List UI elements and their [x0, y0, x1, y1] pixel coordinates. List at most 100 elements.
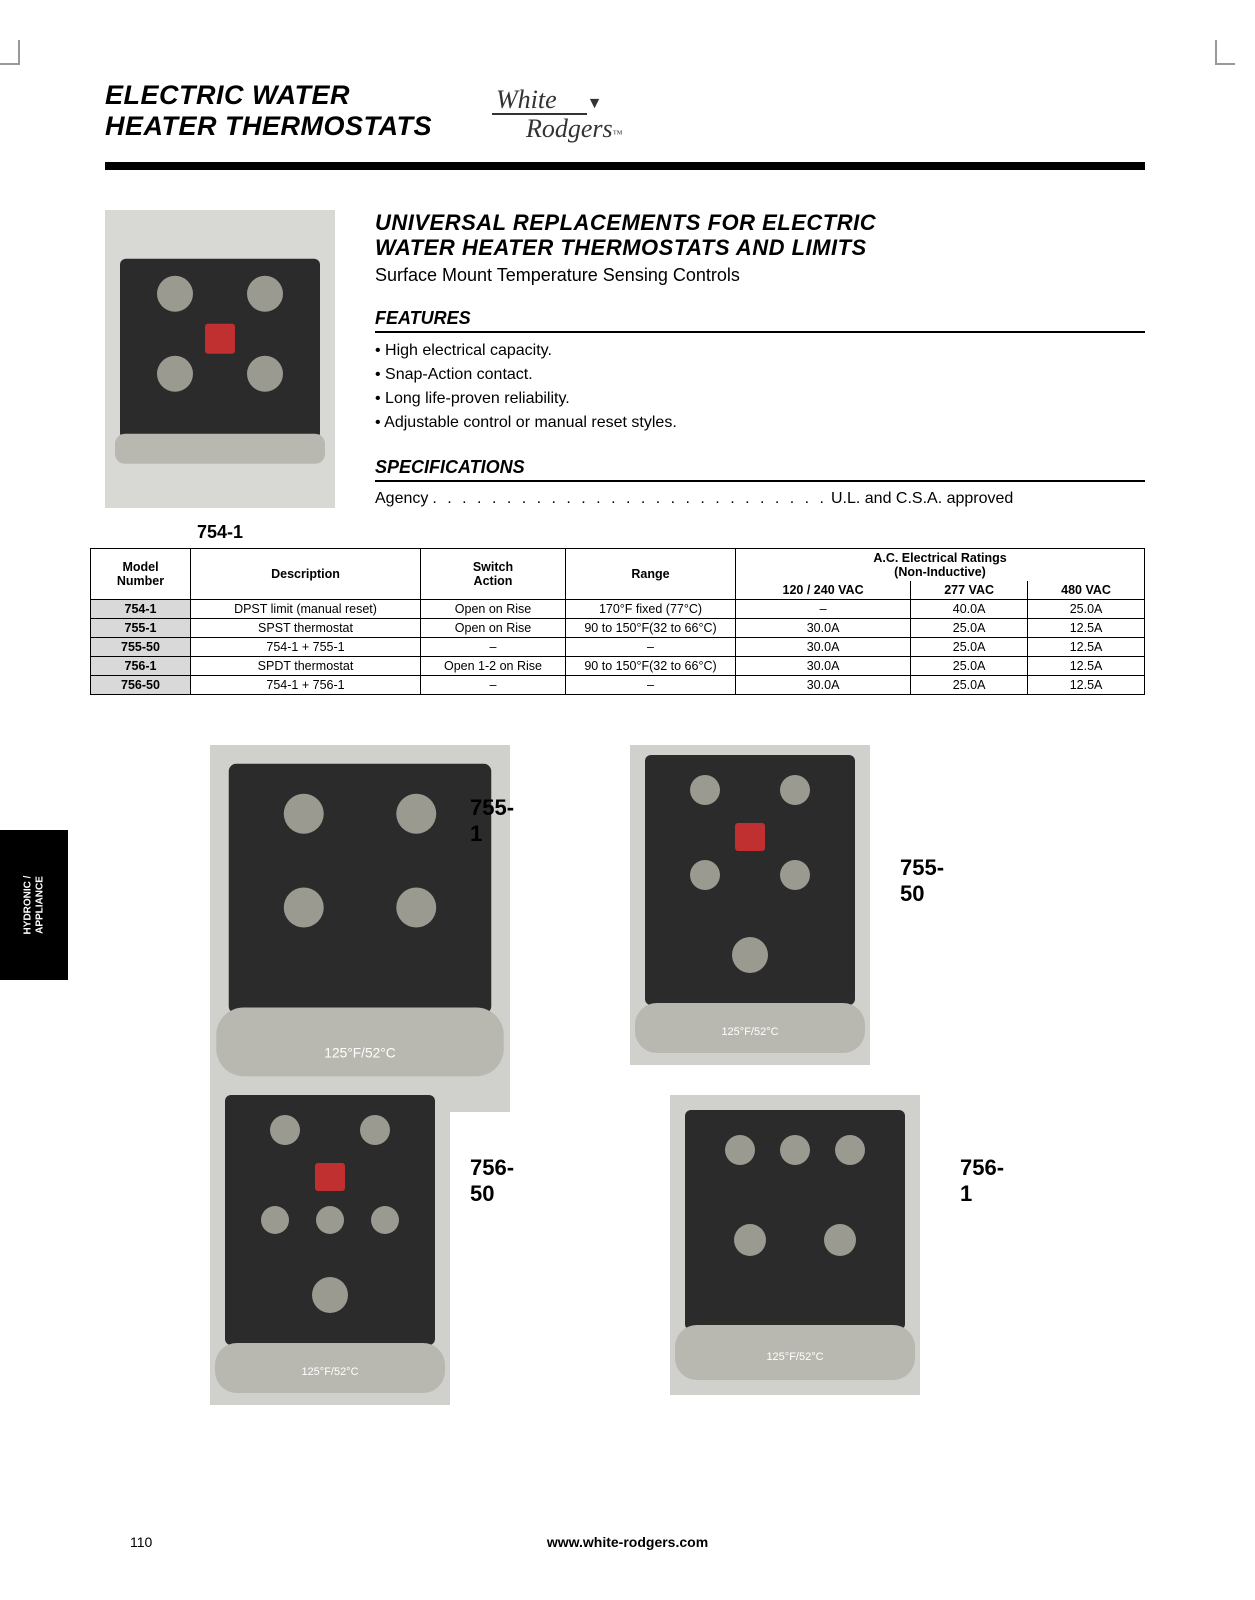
grid-cell-755-1: 125°F/52°C 755-1	[210, 745, 510, 1113]
th-v1: 120 / 240 VAC	[736, 581, 911, 600]
cell-v3: 12.5A	[1028, 618, 1145, 637]
svg-text:125°F/52°C: 125°F/52°C	[301, 1366, 358, 1378]
intro-row: 754-1 UNIVERSAL REPLACEMENTS FOR ELECTRI…	[105, 210, 1145, 508]
title-line2: HEATER THERMOSTATS	[105, 111, 432, 142]
product-image-754-1	[105, 210, 335, 508]
feature-item: Long life-proven reliability.	[375, 387, 1145, 411]
th-model: Model Number	[91, 548, 191, 599]
cell-model: 756-50	[91, 675, 191, 694]
product-images-grid: 125°F/52°C 755-1 125°F/52°C 755-50 125°F…	[90, 745, 1145, 1425]
cell-action: Open on Rise	[421, 599, 566, 618]
spec-dots: . . . . . . . . . . . . . . . . . . . . …	[432, 490, 827, 508]
cell-v2: 25.0A	[911, 637, 1028, 656]
cell-model: 755-50	[91, 637, 191, 656]
cell-v1: 30.0A	[736, 618, 911, 637]
cell-v2: 25.0A	[911, 656, 1028, 675]
grid-label-755-1: 755-1	[470, 795, 514, 847]
features-heading: FEATURES	[375, 308, 1145, 333]
ratings-table: Model Number Description Switch Action R…	[90, 548, 1145, 695]
cell-desc: 754-1 + 755-1	[191, 637, 421, 656]
cell-range: 90 to 150°F(32 to 66°C)	[566, 656, 736, 675]
cell-range: 90 to 150°F(32 to 66°C)	[566, 618, 736, 637]
cell-desc: SPST thermostat	[191, 618, 421, 637]
cell-model: 755-1	[91, 618, 191, 637]
svg-text:125°F/52°C: 125°F/52°C	[766, 1351, 823, 1363]
features-list: High electrical capacity. Snap-Action co…	[375, 339, 1145, 435]
section-title: UNIVERSAL REPLACEMENTS FOR ELECTRIC WATE…	[375, 210, 1145, 261]
brand-line2: Rodgers	[526, 114, 613, 143]
crop-mark-left	[0, 40, 20, 65]
sect-title-2: WATER HEATER THERMOSTATS AND LIMITS	[375, 235, 1145, 260]
page-header: ELECTRIC WATER HEATER THERMOSTATS White▼…	[105, 80, 1145, 142]
cell-action: –	[421, 675, 566, 694]
th-action: Switch Action	[421, 548, 566, 599]
grid-label-756-50: 756-50	[470, 1155, 514, 1207]
brand-tm: ™	[613, 129, 623, 140]
cell-v2: 40.0A	[911, 599, 1028, 618]
title-line1: ELECTRIC WATER	[105, 80, 432, 111]
cell-desc: 754-1 + 756-1	[191, 675, 421, 694]
hero-caption: 754-1	[105, 522, 335, 543]
cell-action: Open 1-2 on Rise	[421, 656, 566, 675]
brand-logo: White▼ Rodgers™	[492, 86, 622, 143]
product-image-756-50: 125°F/52°C	[210, 1085, 450, 1405]
svg-text:125°F/52°C: 125°F/52°C	[324, 1045, 395, 1060]
table-body: 754-1 DPST limit (manual reset) Open on …	[91, 599, 1145, 694]
specs-heading: SPECIFICATIONS	[375, 457, 1145, 482]
th-ratings-sub: (Non-Inductive)	[742, 565, 1138, 579]
spec-label: Agency	[375, 490, 428, 508]
header-rule-2	[105, 168, 1145, 170]
cell-v3: 12.5A	[1028, 675, 1145, 694]
cell-range: –	[566, 675, 736, 694]
page-title: ELECTRIC WATER HEATER THERMOSTATS	[105, 80, 432, 142]
cell-v3: 12.5A	[1028, 656, 1145, 675]
ratings-table-wrap: Model Number Description Switch Action R…	[90, 548, 1145, 695]
cell-action: –	[421, 637, 566, 656]
grid-label-755-50: 755-50	[900, 855, 944, 907]
grid-label-756-1: 756-1	[960, 1155, 1004, 1207]
hero-image-box: 754-1	[105, 210, 335, 508]
th-ratings: A.C. Electrical Ratings (Non-Inductive)	[736, 548, 1145, 581]
footer-url: www.white-rodgers.com	[0, 1534, 1255, 1550]
cell-range: 170°F fixed (77°C)	[566, 599, 736, 618]
brand-arrow-icon: ▼	[587, 95, 603, 112]
th-ratings-top: A.C. Electrical Ratings	[742, 551, 1138, 565]
table-row: 756-1 SPDT thermostat Open 1-2 on Rise 9…	[91, 656, 1145, 675]
cell-v2: 25.0A	[911, 675, 1028, 694]
feature-item: Snap-Action contact.	[375, 363, 1145, 387]
cell-desc: SPDT thermostat	[191, 656, 421, 675]
spec-row: Agency . . . . . . . . . . . . . . . . .…	[375, 490, 1145, 508]
cell-v2: 25.0A	[911, 618, 1028, 637]
svg-text:125°F/52°C: 125°F/52°C	[721, 1026, 778, 1038]
intro-text: UNIVERSAL REPLACEMENTS FOR ELECTRIC WATE…	[375, 210, 1145, 508]
th-desc: Description	[191, 548, 421, 599]
table-row: 755-1 SPST thermostat Open on Rise 90 to…	[91, 618, 1145, 637]
grid-cell-756-1: 125°F/52°C 756-1	[670, 1095, 920, 1400]
table-row: 756-50 754-1 + 756-1 – – 30.0A 25.0A 12.…	[91, 675, 1145, 694]
cell-model: 754-1	[91, 599, 191, 618]
crop-mark-right	[1215, 40, 1235, 65]
sidebar-line1: HYDRONIC /	[22, 876, 33, 935]
spec-value: U.L. and C.S.A. approved	[831, 490, 1013, 508]
cell-model: 756-1	[91, 656, 191, 675]
sidebar-tab: HYDRONIC / APPLIANCE	[0, 830, 68, 980]
product-image-756-1: 125°F/52°C	[670, 1095, 920, 1395]
cell-v1: –	[736, 599, 911, 618]
cell-range: –	[566, 637, 736, 656]
sect-title-1: UNIVERSAL REPLACEMENTS FOR ELECTRIC	[375, 210, 1145, 235]
product-image-755-1: 125°F/52°C	[210, 745, 510, 1113]
cell-action: Open on Rise	[421, 618, 566, 637]
header-rule	[105, 162, 1145, 166]
sidebar-label: HYDRONIC / APPLIANCE	[22, 876, 46, 935]
product-image-755-50: 125°F/52°C	[630, 745, 870, 1065]
th-v3: 480 VAC	[1028, 581, 1145, 600]
cell-v1: 30.0A	[736, 637, 911, 656]
th-v2: 277 VAC	[911, 581, 1028, 600]
cell-v1: 30.0A	[736, 656, 911, 675]
th-range: Range	[566, 548, 736, 599]
section-subtitle: Surface Mount Temperature Sensing Contro…	[375, 265, 1145, 286]
grid-cell-756-50: 125°F/52°C 756-50	[210, 1085, 450, 1410]
sidebar-line2: APPLIANCE	[34, 876, 45, 934]
page-number: 110	[130, 1534, 152, 1550]
cell-v3: 12.5A	[1028, 637, 1145, 656]
